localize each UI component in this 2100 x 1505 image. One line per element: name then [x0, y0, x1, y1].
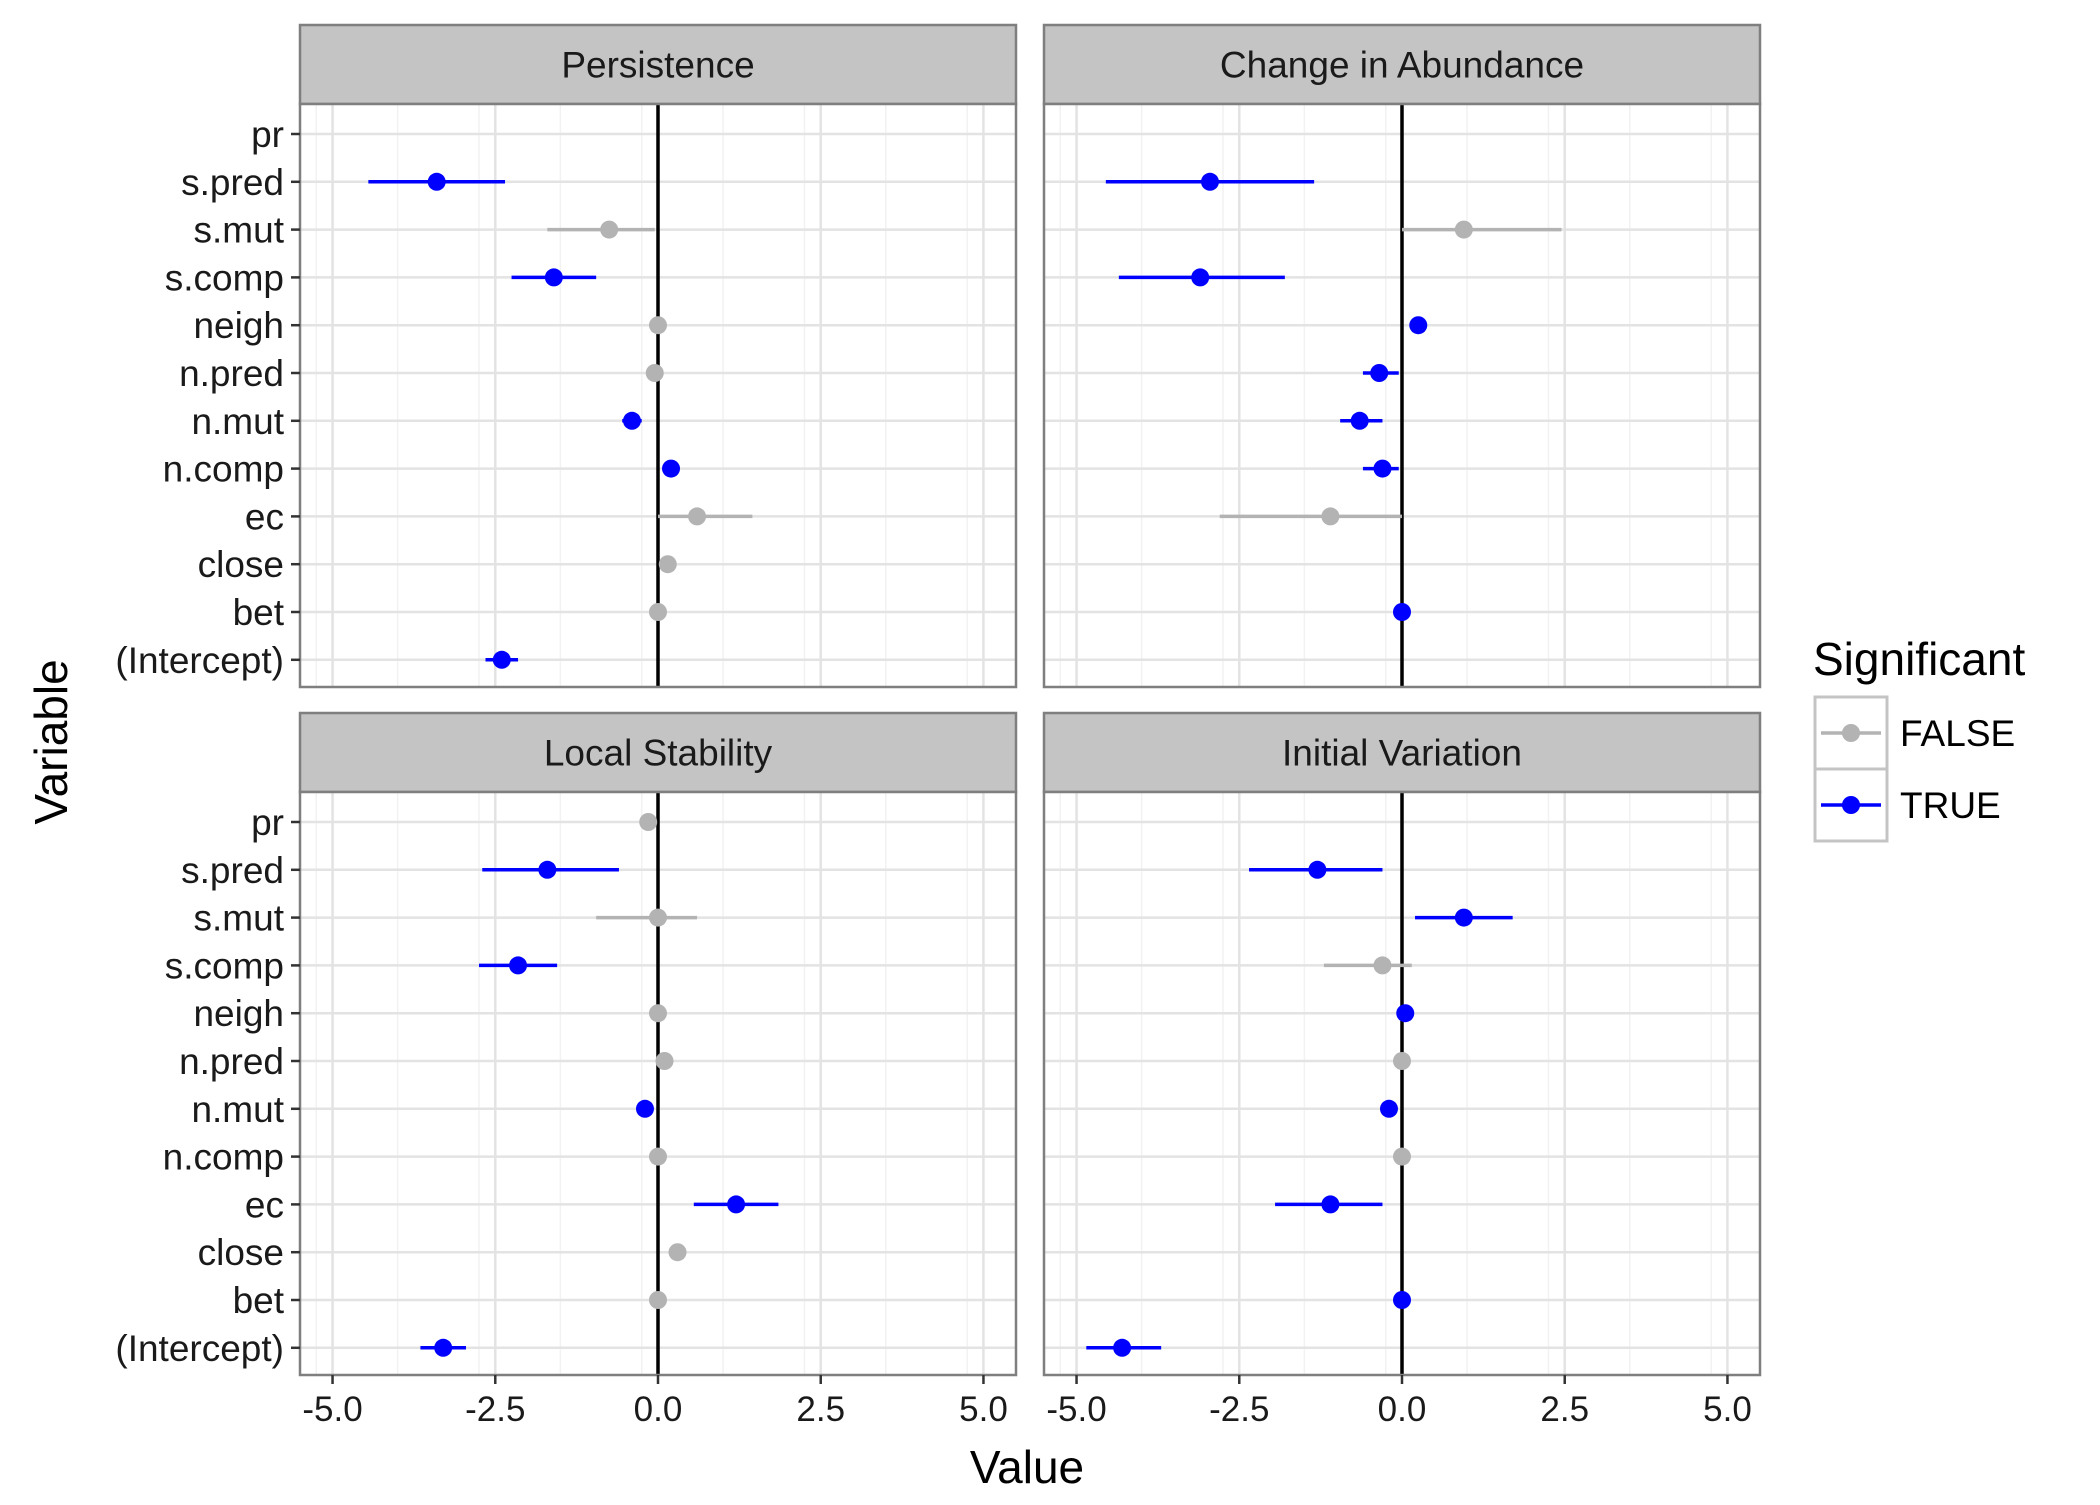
data-point-n-comp [1373, 459, 1392, 478]
data-point-n-pred [645, 364, 664, 382]
data-point-ec [1321, 1195, 1340, 1214]
y-tick-label-bet: bet [233, 592, 285, 633]
y-tick-label-n-pred: n.pred [179, 353, 284, 394]
x-tick-label: 0.0 [634, 1390, 683, 1429]
panel-strip [1042, 23, 1762, 106]
panel-title: Local Stability [544, 733, 773, 774]
data-point-bet [649, 603, 667, 621]
y-tick-label-s-comp: s.comp [165, 945, 284, 986]
x-tick-label: -5.0 [1046, 1390, 1106, 1429]
y-tick-label-n-comp: n.comp [163, 449, 284, 490]
legend-title: Significant [1813, 633, 2025, 685]
data-point-s-pred [538, 860, 557, 879]
data-point-s-mut [649, 908, 667, 927]
data-point-s-pred [427, 172, 446, 191]
y-tick-label-ec: ec [245, 496, 284, 537]
data-point-neigh [1409, 316, 1428, 335]
data-point-pr [639, 813, 658, 831]
y-tick-label-n-comp: n.comp [163, 1137, 284, 1178]
data-point-s-comp [1191, 268, 1210, 287]
panel-strip [298, 23, 1018, 106]
data-point-close [658, 555, 677, 574]
x-tick-label: -2.5 [465, 1390, 525, 1429]
data-point-bet [1393, 1291, 1411, 1309]
data-point-ec [1321, 507, 1340, 526]
legend-key-true-point [1842, 796, 1860, 814]
data-point-n-pred [1393, 1052, 1411, 1070]
panel-local-stability: Local Stability pr s.pred s.mut s.comp neigh n… [115, 711, 1018, 1429]
data-point-s-comp [509, 956, 528, 975]
x-tick-label: 5.0 [959, 1390, 1008, 1429]
panels-layer: Persistence pr s.pred s.mut s.comp neigh n.pre… [115, 23, 1762, 1429]
data-point-intercept [492, 650, 511, 669]
data-point-n-mut [635, 1099, 654, 1118]
legend: Significant FALSE TRUE [1813, 633, 2025, 843]
y-tick-label-neigh: neigh [193, 305, 284, 346]
y-tick-label-pr: pr [251, 802, 284, 843]
data-point-intercept [1113, 1338, 1132, 1357]
y-tick-label-intercept: (Intercept) [115, 640, 284, 681]
data-point-s-pred [1308, 860, 1327, 879]
y-tick-label-bet: bet [233, 1280, 285, 1321]
data-point-n-pred [1370, 364, 1389, 382]
y-tick-label-neigh: neigh [193, 993, 284, 1034]
y-tick-label-intercept: (Intercept) [115, 1328, 284, 1369]
data-point-s-mut [1454, 908, 1473, 927]
y-tick-label-s-mut: s.mut [194, 210, 285, 251]
x-tick-label: 2.5 [1540, 1390, 1589, 1429]
data-point-s-comp [544, 268, 563, 287]
data-point-close [668, 1243, 687, 1262]
data-point-ec [727, 1195, 746, 1214]
data-point-n-mut [1379, 1099, 1398, 1118]
y-tick-label-close: close [198, 544, 284, 585]
data-point-n-comp [662, 459, 681, 478]
y-tick-label-s-pred: s.pred [181, 850, 284, 891]
data-point-neigh [1396, 1004, 1415, 1023]
x-tick-label: -2.5 [1209, 1390, 1269, 1429]
data-point-n-comp [649, 1147, 667, 1166]
panel-persistence: Persistence pr s.pred s.mut s.comp neigh n.pre… [115, 23, 1018, 689]
y-tick-label-n-mut: n.mut [191, 1089, 284, 1130]
y-tick-label-n-pred: n.pred [179, 1041, 284, 1082]
data-point-ec [688, 507, 707, 526]
data-point-neigh [649, 316, 667, 335]
y-tick-label-s-pred: s.pred [181, 162, 284, 203]
data-point-n-pred [655, 1052, 674, 1070]
y-tick-label-s-comp: s.comp [165, 257, 284, 298]
legend-key-false-point [1842, 724, 1860, 742]
x-tick-label: 5.0 [1703, 1390, 1752, 1429]
x-tick-label: 2.5 [796, 1390, 845, 1429]
panel-border [1042, 102, 1762, 689]
data-point-bet [649, 1291, 667, 1309]
y-tick-label-ec: ec [245, 1184, 284, 1225]
y-tick-label-n-mut: n.mut [191, 401, 284, 442]
x-tick-label: -5.0 [302, 1390, 362, 1429]
data-point-intercept [434, 1338, 453, 1357]
data-point-n-comp [1393, 1147, 1411, 1166]
x-axis-title: Value [970, 1441, 1084, 1493]
data-point-s-comp [1373, 956, 1392, 975]
data-point-s-pred [1200, 172, 1219, 191]
data-point-bet [1393, 603, 1411, 621]
y-tick-label-close: close [198, 1232, 284, 1273]
y-tick-label-pr: pr [251, 114, 284, 155]
panel-title: Change in Abundance [1220, 45, 1584, 86]
panel-border [298, 102, 1018, 689]
y-tick-label-s-mut: s.mut [194, 898, 285, 939]
legend-label-false: FALSE [1900, 713, 2015, 754]
panel-initial-variation: Initial Variation -5.0 -2.5 0.0 2.5 5.0 [1042, 711, 1762, 1429]
data-point-s-mut [600, 220, 619, 239]
x-tick-label: 0.0 [1378, 1390, 1427, 1429]
data-point-neigh [649, 1004, 667, 1023]
y-axis-title: Variable [25, 659, 77, 824]
panel-title: Persistence [561, 45, 754, 86]
legend-label-true: TRUE [1900, 785, 2001, 826]
data-point-n-mut [622, 411, 641, 430]
panel-change-in-abundance: Change in Abundance [1042, 23, 1762, 689]
data-point-n-mut [1350, 411, 1369, 430]
data-point-s-mut [1454, 220, 1473, 239]
panel-title: Initial Variation [1282, 733, 1522, 774]
